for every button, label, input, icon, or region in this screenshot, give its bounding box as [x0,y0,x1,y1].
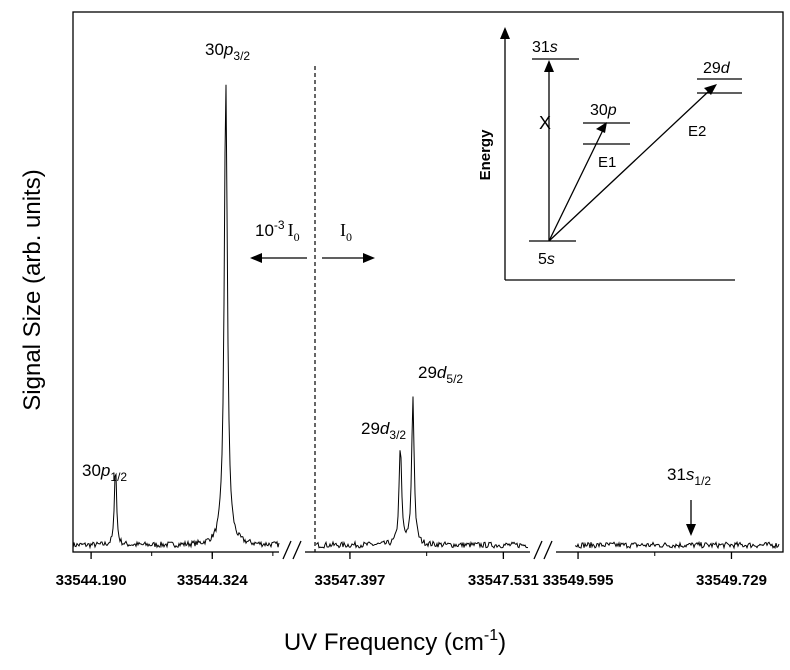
inset-energy-label: Energy [477,129,494,181]
spectrum-traces [72,84,780,550]
peak-label-30p1-2: 30p1/2 [82,461,127,484]
level-label-5s: 5s [538,251,555,268]
axis-break-gap [530,545,556,557]
x-tick-label: 33547.397 [314,572,385,589]
x-tick-label: 33544.324 [177,572,249,589]
x-axis-label: UV Frequency (cm-1) [284,627,506,656]
level-label-30p: 30p [590,102,617,119]
peak-label-29d3-2: 29d3/2 [361,419,406,442]
axis-break-gap [279,545,305,557]
transition-label-E2: E2 [688,123,706,140]
divider-right-arrow [322,253,375,263]
forbidden-mark: X [539,113,551,133]
level-label-29d: 29d [703,60,731,77]
peak-label-30p3-2: 30p3/2 [205,40,250,63]
peak-label-29d5-2: 29d5/2 [418,363,463,386]
x-axis: 33544.190 33544.324 33547.397 33547.531 3354… [56,552,767,589]
axis-break-1 [282,540,302,560]
spectrum-trace-segment-2 [315,396,529,549]
transition-label-E1: E1 [598,154,616,171]
x-tick-label: 33544.190 [56,572,127,589]
level-label-31s: 31s [532,39,558,56]
divider-left-arrow [250,253,307,263]
x-tick-label: 33547.531 [468,572,539,589]
axis-break-2 [533,540,553,560]
31s-marker-arrow [686,500,696,536]
y-axis-label: Signal Size (arb. units) [19,169,46,410]
transition-E1 [548,129,604,242]
divider-left-label: 10-3 I0 [255,218,300,244]
spectrum-trace-segment-3 [574,540,780,550]
x-tick-label: 33549.595 [543,572,614,589]
spectrum-trace-segment-1 [72,84,280,550]
x-tick-label: 33549.729 [696,572,767,589]
peak-label-31s1-2: 31s1/2 [667,465,711,488]
inset-energy-diagram: Energy X 31s 30p 29d 5s E1 E2 [477,27,742,281]
divider-right-label: I0 [340,220,352,244]
transition-E2 [548,90,710,242]
plot-frame [72,11,784,553]
